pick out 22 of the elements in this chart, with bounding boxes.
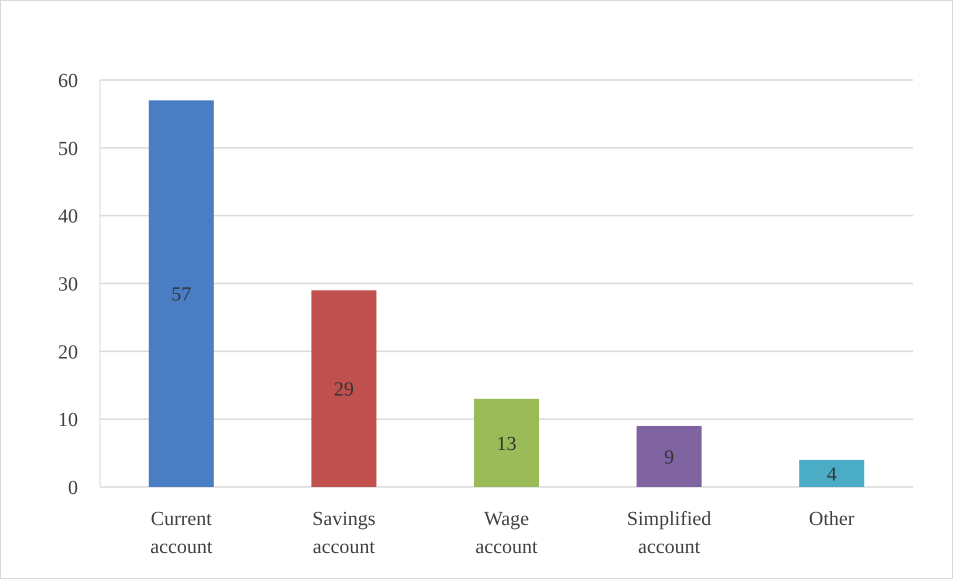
x-tick-label: Current account <box>150 508 213 558</box>
x-tick-label: Wage account <box>475 508 538 558</box>
data-label: 13 <box>496 432 516 455</box>
bar <box>636 426 702 487</box>
x-tick-label: Other <box>808 508 855 530</box>
data-label: 9 <box>664 446 674 468</box>
bar <box>148 100 214 487</box>
bar <box>474 398 540 487</box>
bar <box>799 460 864 487</box>
data-label: 4 <box>826 463 837 486</box>
y-tick-label: 50 <box>58 138 78 160</box>
bar <box>311 290 376 487</box>
y-tick-label: 0 <box>68 477 78 499</box>
y-tick-label: 60 <box>58 70 78 92</box>
x-tick-label: Savings account <box>312 508 376 558</box>
data-label: 29 <box>334 378 354 401</box>
y-tick-label: 10 <box>58 409 78 432</box>
y-tick-label: 30 <box>58 274 78 296</box>
y-tick-label: 40 <box>58 206 78 228</box>
data-label: 57 <box>171 284 192 306</box>
y-tick-label: 20 <box>58 341 78 364</box>
x-tick-label: Simplified account <box>626 508 712 558</box>
